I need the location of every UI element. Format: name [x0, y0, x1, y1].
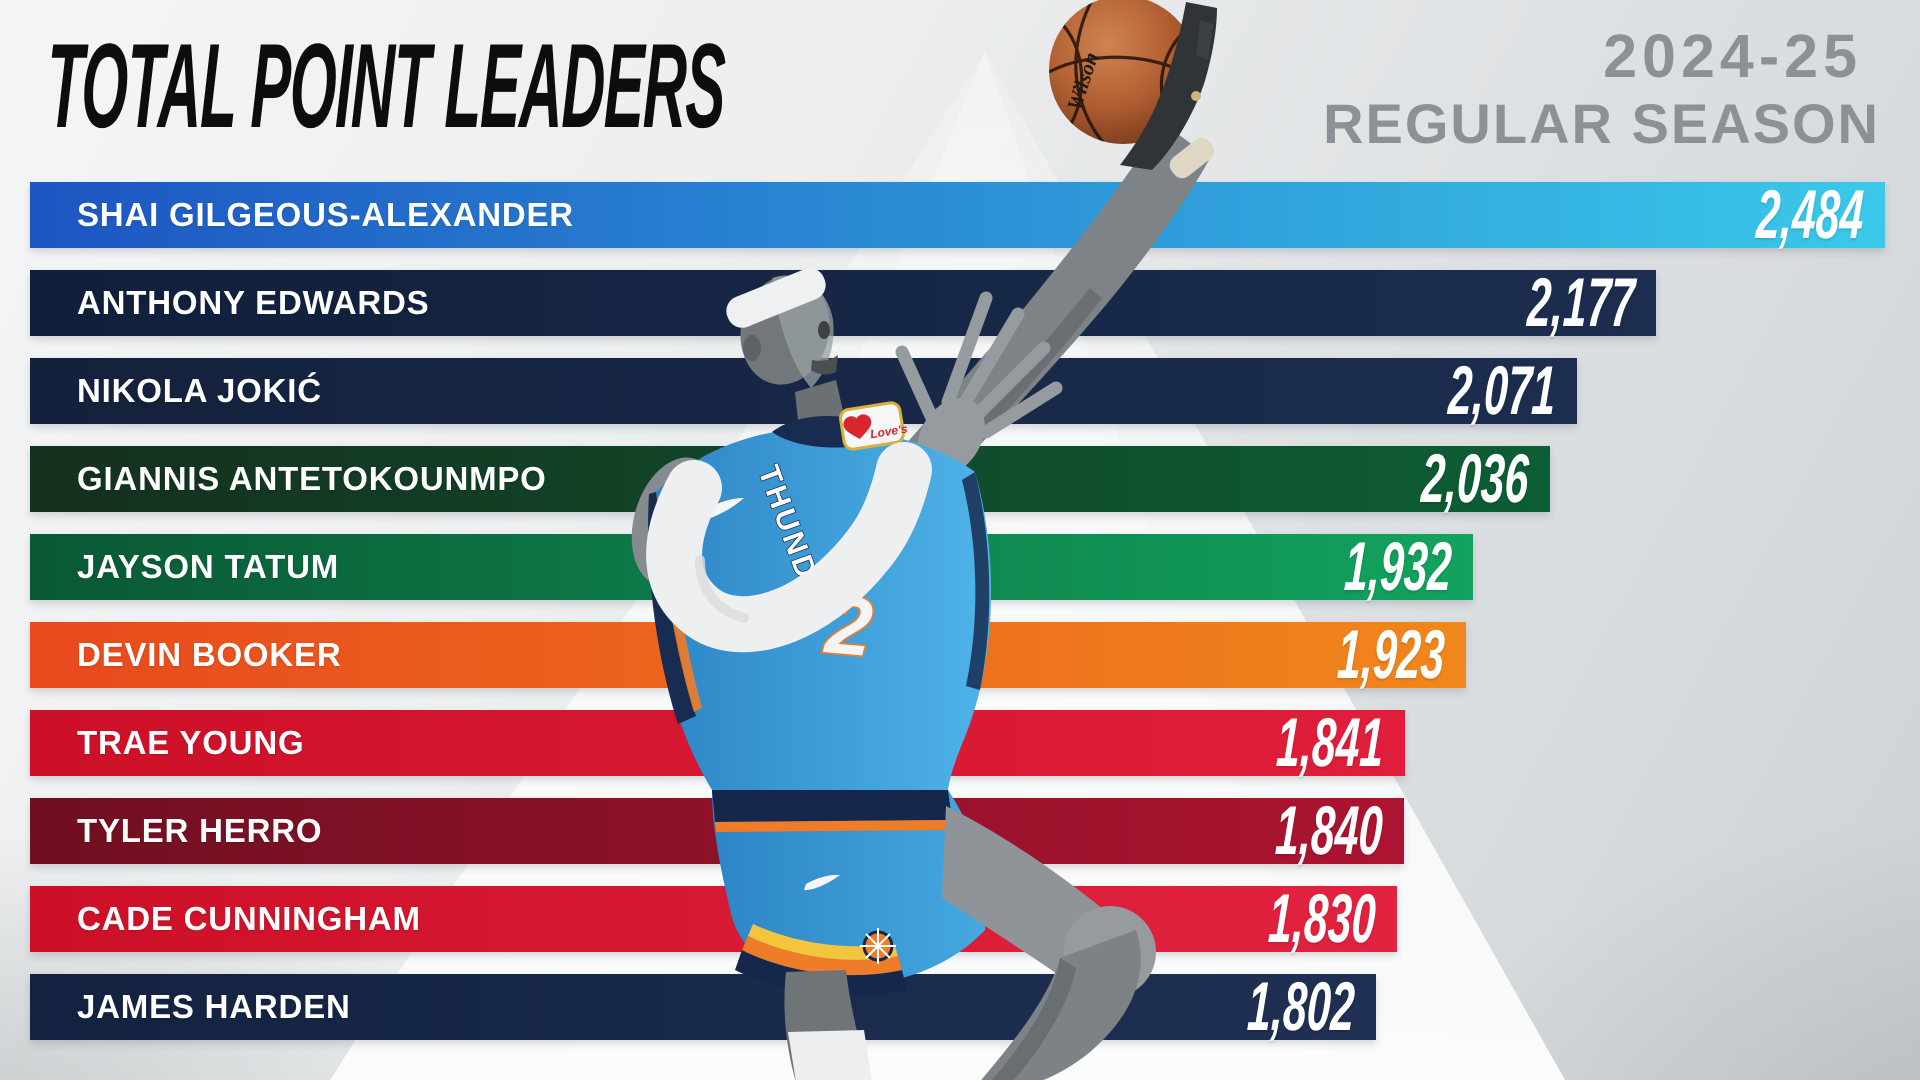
season-label: 2024-25 REGULAR SEASON	[1323, 26, 1880, 152]
bar-row: NIKOLA JOKIĆ 2,071	[30, 352, 1577, 429]
player-name-label: SHAI GILGEOUS-ALEXANDER	[77, 196, 574, 233]
bar-row: ANTHONY EDWARDS 2,177	[30, 264, 1656, 341]
season-type: REGULAR SEASON	[1323, 92, 1880, 155]
player-name-label: JAMES HARDEN	[77, 988, 351, 1025]
player-name-label: DEVIN BOOKER	[77, 636, 342, 673]
points-value: 1,923	[1336, 616, 1447, 693]
points-value: 2,177	[1526, 264, 1637, 341]
player-name-label: NIKOLA JOKIĆ	[77, 372, 322, 409]
points-value: 1,841	[1275, 704, 1386, 781]
points-value: 1,840	[1274, 792, 1385, 869]
bar-row: JAYSON TATUM 1,932	[30, 528, 1473, 605]
points-value: 1,932	[1343, 528, 1454, 605]
page-title: TOTAL POINT LEADERS	[45, 19, 726, 153]
bar-row: CADE CUNNINGHAM 1,830	[30, 880, 1397, 957]
bar-row: JAMES HARDEN 1,802	[30, 968, 1376, 1045]
player-name-label: JAYSON TATUM	[77, 548, 340, 585]
bar-row: SHAI GILGEOUS-ALEXANDER 2,484	[30, 176, 1885, 253]
player-name-label: GIANNIS ANTETOKOUNMPO	[77, 460, 547, 497]
bar-row: TRAE YOUNG 1,841	[30, 704, 1405, 781]
points-value: 1,802	[1246, 968, 1357, 1045]
player-name-label: CADE CUNNINGHAM	[77, 900, 421, 937]
bar-row: DEVIN BOOKER 1,923	[30, 616, 1466, 693]
season-year: 2024-25	[1603, 22, 1862, 90]
player-name-label: TRAE YOUNG	[77, 724, 305, 761]
player-name-label: TYLER HERRO	[77, 812, 323, 849]
player-name-label: ANTHONY EDWARDS	[77, 284, 430, 321]
points-value: 2,484	[1755, 176, 1866, 253]
points-value: 2,036	[1420, 440, 1531, 517]
bar-row: GIANNIS ANTETOKOUNMPO 2,036	[30, 440, 1550, 517]
points-value: 2,071	[1447, 352, 1558, 429]
points-value: 1,830	[1267, 880, 1378, 957]
bar-row: TYLER HERRO 1,840	[30, 792, 1404, 869]
